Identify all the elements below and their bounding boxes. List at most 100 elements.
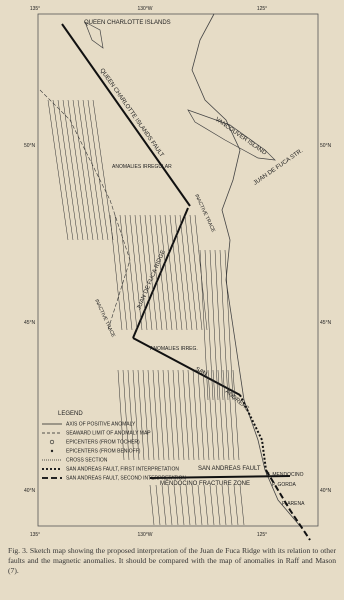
mendocino-fz — [149, 475, 291, 479]
anomaly-stripe — [197, 484, 203, 526]
anomaly-stripes — [47, 99, 245, 526]
fault-label: QUEEN CHARLOTTE ISLANDS FAULT — [98, 68, 164, 159]
anomaly-stripe — [82, 99, 104, 241]
anomaly-stripe — [92, 99, 114, 241]
anomaly-stripe — [142, 369, 150, 461]
legend-label: SAN ANDREAS FAULT, FIRST INTERPRETATION — [66, 467, 179, 473]
anomaly-stripe — [47, 99, 69, 241]
anomaly-stripe — [87, 99, 109, 241]
anomaly-stripe — [169, 214, 183, 331]
figure-caption: Fig. 3. Sketch map showing the proposed … — [8, 546, 336, 575]
anomaly-stripe — [157, 369, 165, 461]
legend-label: AXIS OF POSITIVE ANOMALY — [66, 422, 136, 428]
anomaly-stripe — [177, 369, 185, 461]
anomaly-stripe — [187, 369, 195, 461]
lat-label: 50°N — [320, 143, 332, 149]
lon-label: 135° — [30, 532, 40, 538]
seaward-limit — [39, 89, 131, 331]
anomaly-stripe — [154, 214, 168, 331]
anomaly-stripe — [114, 214, 128, 331]
anomaly-stripe — [224, 249, 234, 401]
anomaly-stripe — [139, 214, 153, 331]
place-label: VANCOUVER ISLAND — [214, 117, 268, 157]
place-label: P. ARENA — [282, 501, 305, 507]
anomaly-stripe — [149, 484, 155, 526]
anomaly-stripe — [204, 249, 214, 401]
anomaly-stripe — [227, 369, 235, 461]
anomaly-stripe — [173, 484, 179, 526]
anomaly-stripe — [207, 369, 215, 461]
anomaly-stripe — [222, 369, 230, 461]
anomaly-stripe — [179, 214, 193, 331]
anomaly-stripe — [159, 214, 173, 331]
coastline — [191, 13, 301, 527]
anomaly-stripe — [155, 484, 161, 526]
anomaly-stripe — [209, 484, 215, 526]
place-label: C. MENDOCINO — [266, 472, 304, 478]
anomaly-stripe — [57, 99, 79, 241]
anomaly-stripe — [52, 99, 74, 241]
lat-label: 50°N — [24, 143, 36, 149]
anomaly-stripe — [152, 369, 160, 461]
anomaly-stripe — [162, 369, 170, 461]
san-andreas-second — [265, 469, 311, 541]
legend-label: CROSS SECTION — [66, 458, 108, 464]
anomaly-stripe — [203, 484, 209, 526]
anomaly-stripe — [227, 484, 233, 526]
anomaly-stripe — [109, 214, 123, 331]
lon-label: 135° — [30, 6, 40, 12]
anomaly-stripe — [62, 99, 84, 241]
legend-label: EPICENTERS (FROM TOCHER) — [66, 440, 140, 446]
legend-symbol — [50, 449, 54, 453]
anomaly-stripe — [167, 369, 175, 461]
lat-label: 40°N — [24, 488, 36, 494]
lat-label: 45°N — [24, 320, 36, 326]
fz-label: MENDOCINO FRACTURE ZONE — [160, 481, 250, 487]
lat-label: 45°N — [320, 320, 332, 326]
legend: LEGEND AXIS OF POSITIVE ANOMALY SEAWARD L… — [42, 411, 186, 482]
anomaly-stripe — [182, 369, 190, 461]
queen-charlotte-islands — [84, 21, 104, 49]
anomaly-stripe — [144, 214, 158, 331]
anomaly-stripe — [209, 249, 219, 401]
anomaly-stripe — [189, 214, 203, 331]
anomaly-stripe — [137, 369, 145, 461]
anomaly-stripe — [217, 369, 225, 461]
anomaly-stripe — [185, 484, 191, 526]
anomaly-stripe — [167, 484, 173, 526]
place-label: QUEEN CHARLOTTE ISLANDS — [84, 20, 171, 26]
sketch-map: LEGEND AXIS OF POSITIVE ANOMALY SEAWARD L… — [24, 6, 332, 541]
vancouver-island — [187, 109, 276, 161]
fault-label: SAN — [194, 366, 208, 377]
anomaly-stripe — [134, 214, 148, 331]
anomaly-stripe — [233, 484, 239, 526]
anomaly-stripe — [215, 484, 221, 526]
anomaly-stripe — [214, 249, 224, 401]
anomaly-stripe — [239, 484, 245, 526]
anomaly-label: ANOMALIES IRREGULAR — [112, 164, 172, 170]
trace-label: INACTIVE TRACE — [193, 193, 216, 234]
anomaly-stripe — [191, 484, 197, 526]
anomaly-stripe — [172, 369, 180, 461]
anomaly-stripe — [127, 369, 135, 461]
anomaly-stripe — [212, 369, 220, 461]
anomaly-stripe — [147, 369, 155, 461]
ridge-axis — [132, 207, 189, 339]
queen-charlotte-fault — [61, 23, 191, 207]
anomaly-stripe — [197, 369, 205, 461]
anomaly-stripe — [221, 484, 227, 526]
anomaly-stripe — [202, 369, 210, 461]
lon-label: 130°W — [137, 6, 152, 12]
place-label: P. GORDA — [272, 482, 296, 488]
fault-label: SAN ANDREAS FAULT — [198, 466, 261, 472]
anomaly-stripe — [117, 369, 125, 461]
anomaly-stripe — [174, 214, 188, 331]
map-frame — [37, 13, 319, 527]
anomaly-stripe — [232, 369, 240, 461]
anomaly-stripe — [161, 484, 167, 526]
anomaly-stripe — [179, 484, 185, 526]
san-andreas-first — [239, 394, 267, 471]
lon-label: 125° — [257, 532, 267, 538]
anomaly-stripe — [77, 99, 99, 241]
